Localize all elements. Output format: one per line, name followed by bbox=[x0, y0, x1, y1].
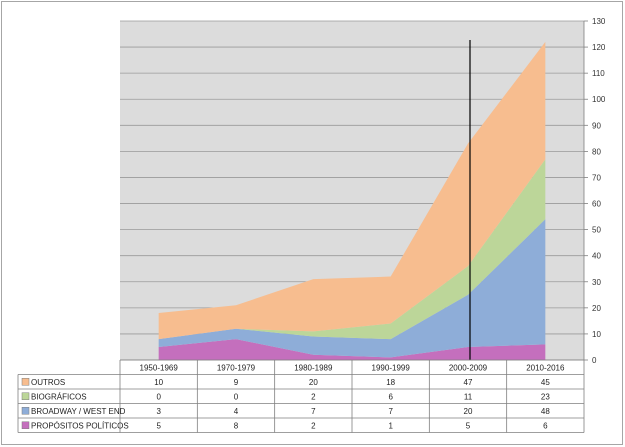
y-tick-label: 130 bbox=[592, 17, 606, 26]
data-label: 0 bbox=[234, 392, 239, 401]
data-label: 3 bbox=[156, 407, 161, 416]
y-tick-label: 120 bbox=[592, 43, 606, 52]
data-label: 48 bbox=[541, 407, 550, 416]
data-label: 9 bbox=[234, 378, 239, 387]
data-label: 8 bbox=[234, 421, 239, 430]
legend-label: PROPÓSITOS POLÍTICOS bbox=[31, 421, 129, 430]
y-tick-label: 60 bbox=[592, 200, 601, 209]
x-tick-label: 1970-1979 bbox=[217, 363, 256, 372]
data-label: 11 bbox=[464, 392, 473, 401]
y-tick-label: 40 bbox=[592, 252, 601, 261]
data-label: 47 bbox=[464, 378, 473, 387]
data-label: 6 bbox=[388, 392, 393, 401]
area-propositos-politicos bbox=[158, 339, 546, 360]
legend-label: BIOGRÁFICOS bbox=[31, 392, 87, 401]
legend-swatch bbox=[21, 421, 30, 429]
data-label: 2 bbox=[311, 392, 316, 401]
y-axis: 0 10 20 30 40 50 60 70 80 90 100 110 120 130 bbox=[583, 17, 606, 365]
area-series bbox=[158, 41, 546, 360]
data-label: 5 bbox=[466, 421, 471, 430]
x-tick-label: 2010-2016 bbox=[526, 363, 565, 372]
area-biograficos bbox=[158, 159, 546, 340]
x-tick-label: 1980-1989 bbox=[294, 363, 333, 372]
area-broadway-west-end bbox=[158, 219, 546, 358]
y-tick-label: 80 bbox=[592, 147, 601, 156]
data-label: 0 bbox=[156, 392, 161, 401]
data-label: 10 bbox=[154, 378, 163, 387]
data-label: 2 bbox=[311, 421, 316, 430]
data-label: 20 bbox=[309, 378, 318, 387]
y-tick-label: 30 bbox=[592, 278, 601, 287]
data-label: 6 bbox=[543, 421, 548, 430]
legend-swatch bbox=[21, 407, 30, 415]
data-label: 4 bbox=[234, 407, 239, 416]
legend-label: BROADWAY / WEST END bbox=[31, 407, 126, 416]
legend-swatch bbox=[21, 392, 30, 400]
x-tick-label: 2000-2009 bbox=[449, 363, 488, 372]
data-label: 1 bbox=[388, 421, 393, 430]
data-label: 5 bbox=[156, 421, 161, 430]
data-table: 1950-1969 1970-1979 1980-1989 1990-1999 2000… bbox=[17, 359, 585, 433]
legend-label: OUTROS bbox=[31, 378, 65, 387]
data-label: 7 bbox=[388, 407, 393, 416]
y-tick-label: 0 bbox=[592, 356, 597, 365]
data-label: 23 bbox=[541, 392, 550, 401]
legend-swatch bbox=[21, 378, 30, 386]
y-tick-label: 50 bbox=[592, 226, 601, 235]
x-tick-label: 1990-1999 bbox=[372, 363, 411, 372]
data-label: 20 bbox=[464, 407, 473, 416]
y-tick-label: 110 bbox=[592, 69, 605, 78]
data-label: 18 bbox=[386, 378, 395, 387]
y-tick-label: 90 bbox=[592, 121, 601, 130]
y-tick-label: 20 bbox=[592, 304, 601, 313]
x-tick-label: 1950-1969 bbox=[140, 363, 179, 372]
y-tick-label: 100 bbox=[592, 95, 606, 104]
data-label: 7 bbox=[311, 407, 316, 416]
area-outros bbox=[158, 41, 546, 340]
y-tick-label: 70 bbox=[592, 173, 601, 182]
data-label: 45 bbox=[541, 378, 550, 387]
y-tick-label: 10 bbox=[592, 330, 601, 339]
